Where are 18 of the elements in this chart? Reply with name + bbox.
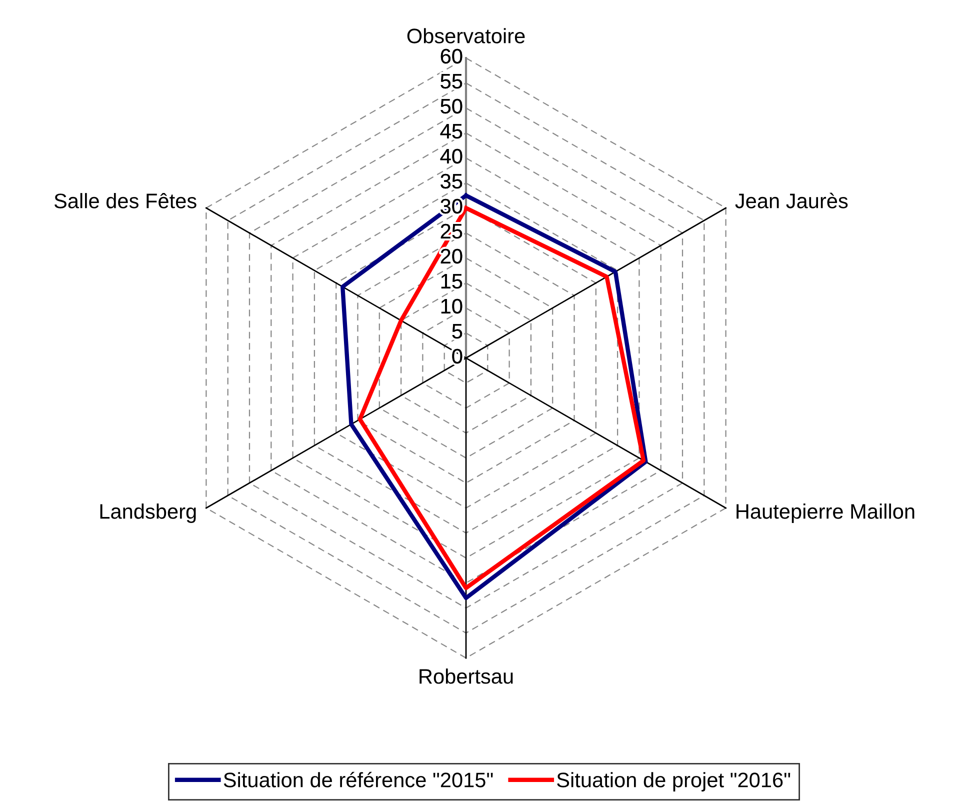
y-tick-label: 5 (452, 324, 462, 339)
y-tick-label: 15 (441, 274, 462, 289)
spoke-label: Robertsau (420, 668, 513, 684)
spoke-label: Landsberg (100, 504, 196, 523)
spoke-label: Salle des Fêtes (54, 192, 196, 208)
spoke-label: Jean Jaurès (735, 192, 848, 208)
y-tick-label: 20 (440, 248, 462, 264)
y-tick-label: 55 (440, 74, 462, 89)
y-tick-label: 10 (441, 298, 462, 314)
spoke-label: Observatoire (407, 28, 525, 44)
y-tick-label: 45 (440, 124, 462, 139)
y-tick-label: 50 (440, 98, 462, 114)
y-tick-label: 35 (440, 174, 462, 189)
legend-label: Situation de référence "2015" (224, 772, 493, 788)
y-tick-label: 40 (440, 148, 462, 164)
spoke-label: Hautepierre Maillon (736, 504, 914, 523)
legend-label: Situation de projet "2016" (557, 772, 790, 792)
y-tick-label: 60 (440, 48, 462, 64)
